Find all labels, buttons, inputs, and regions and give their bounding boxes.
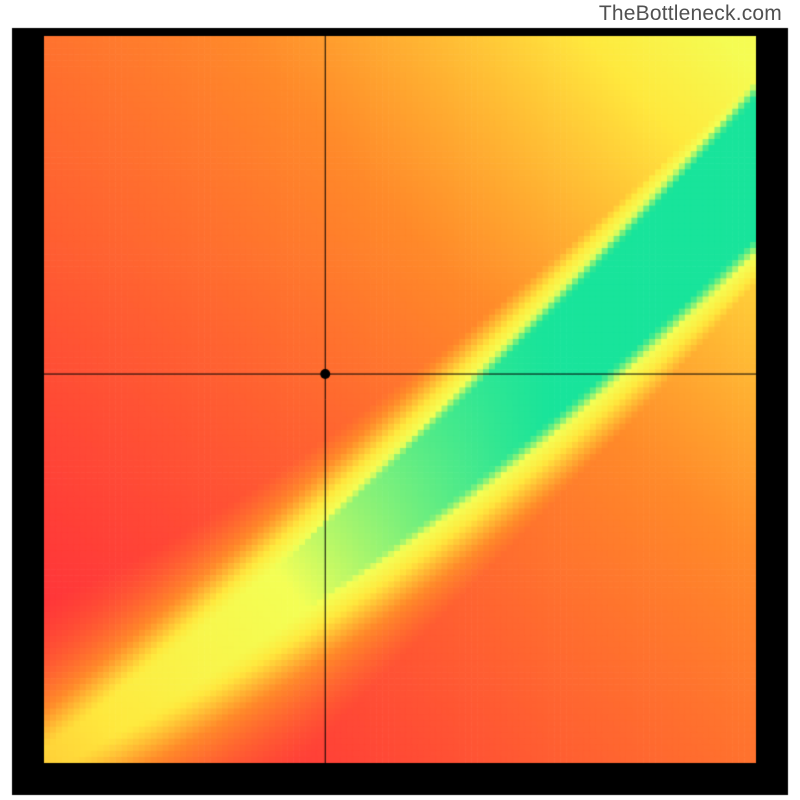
bottleneck-heatmap <box>0 0 800 800</box>
chart-container: TheBottleneck.com <box>0 0 800 800</box>
watermark-label: TheBottleneck.com <box>599 2 782 26</box>
